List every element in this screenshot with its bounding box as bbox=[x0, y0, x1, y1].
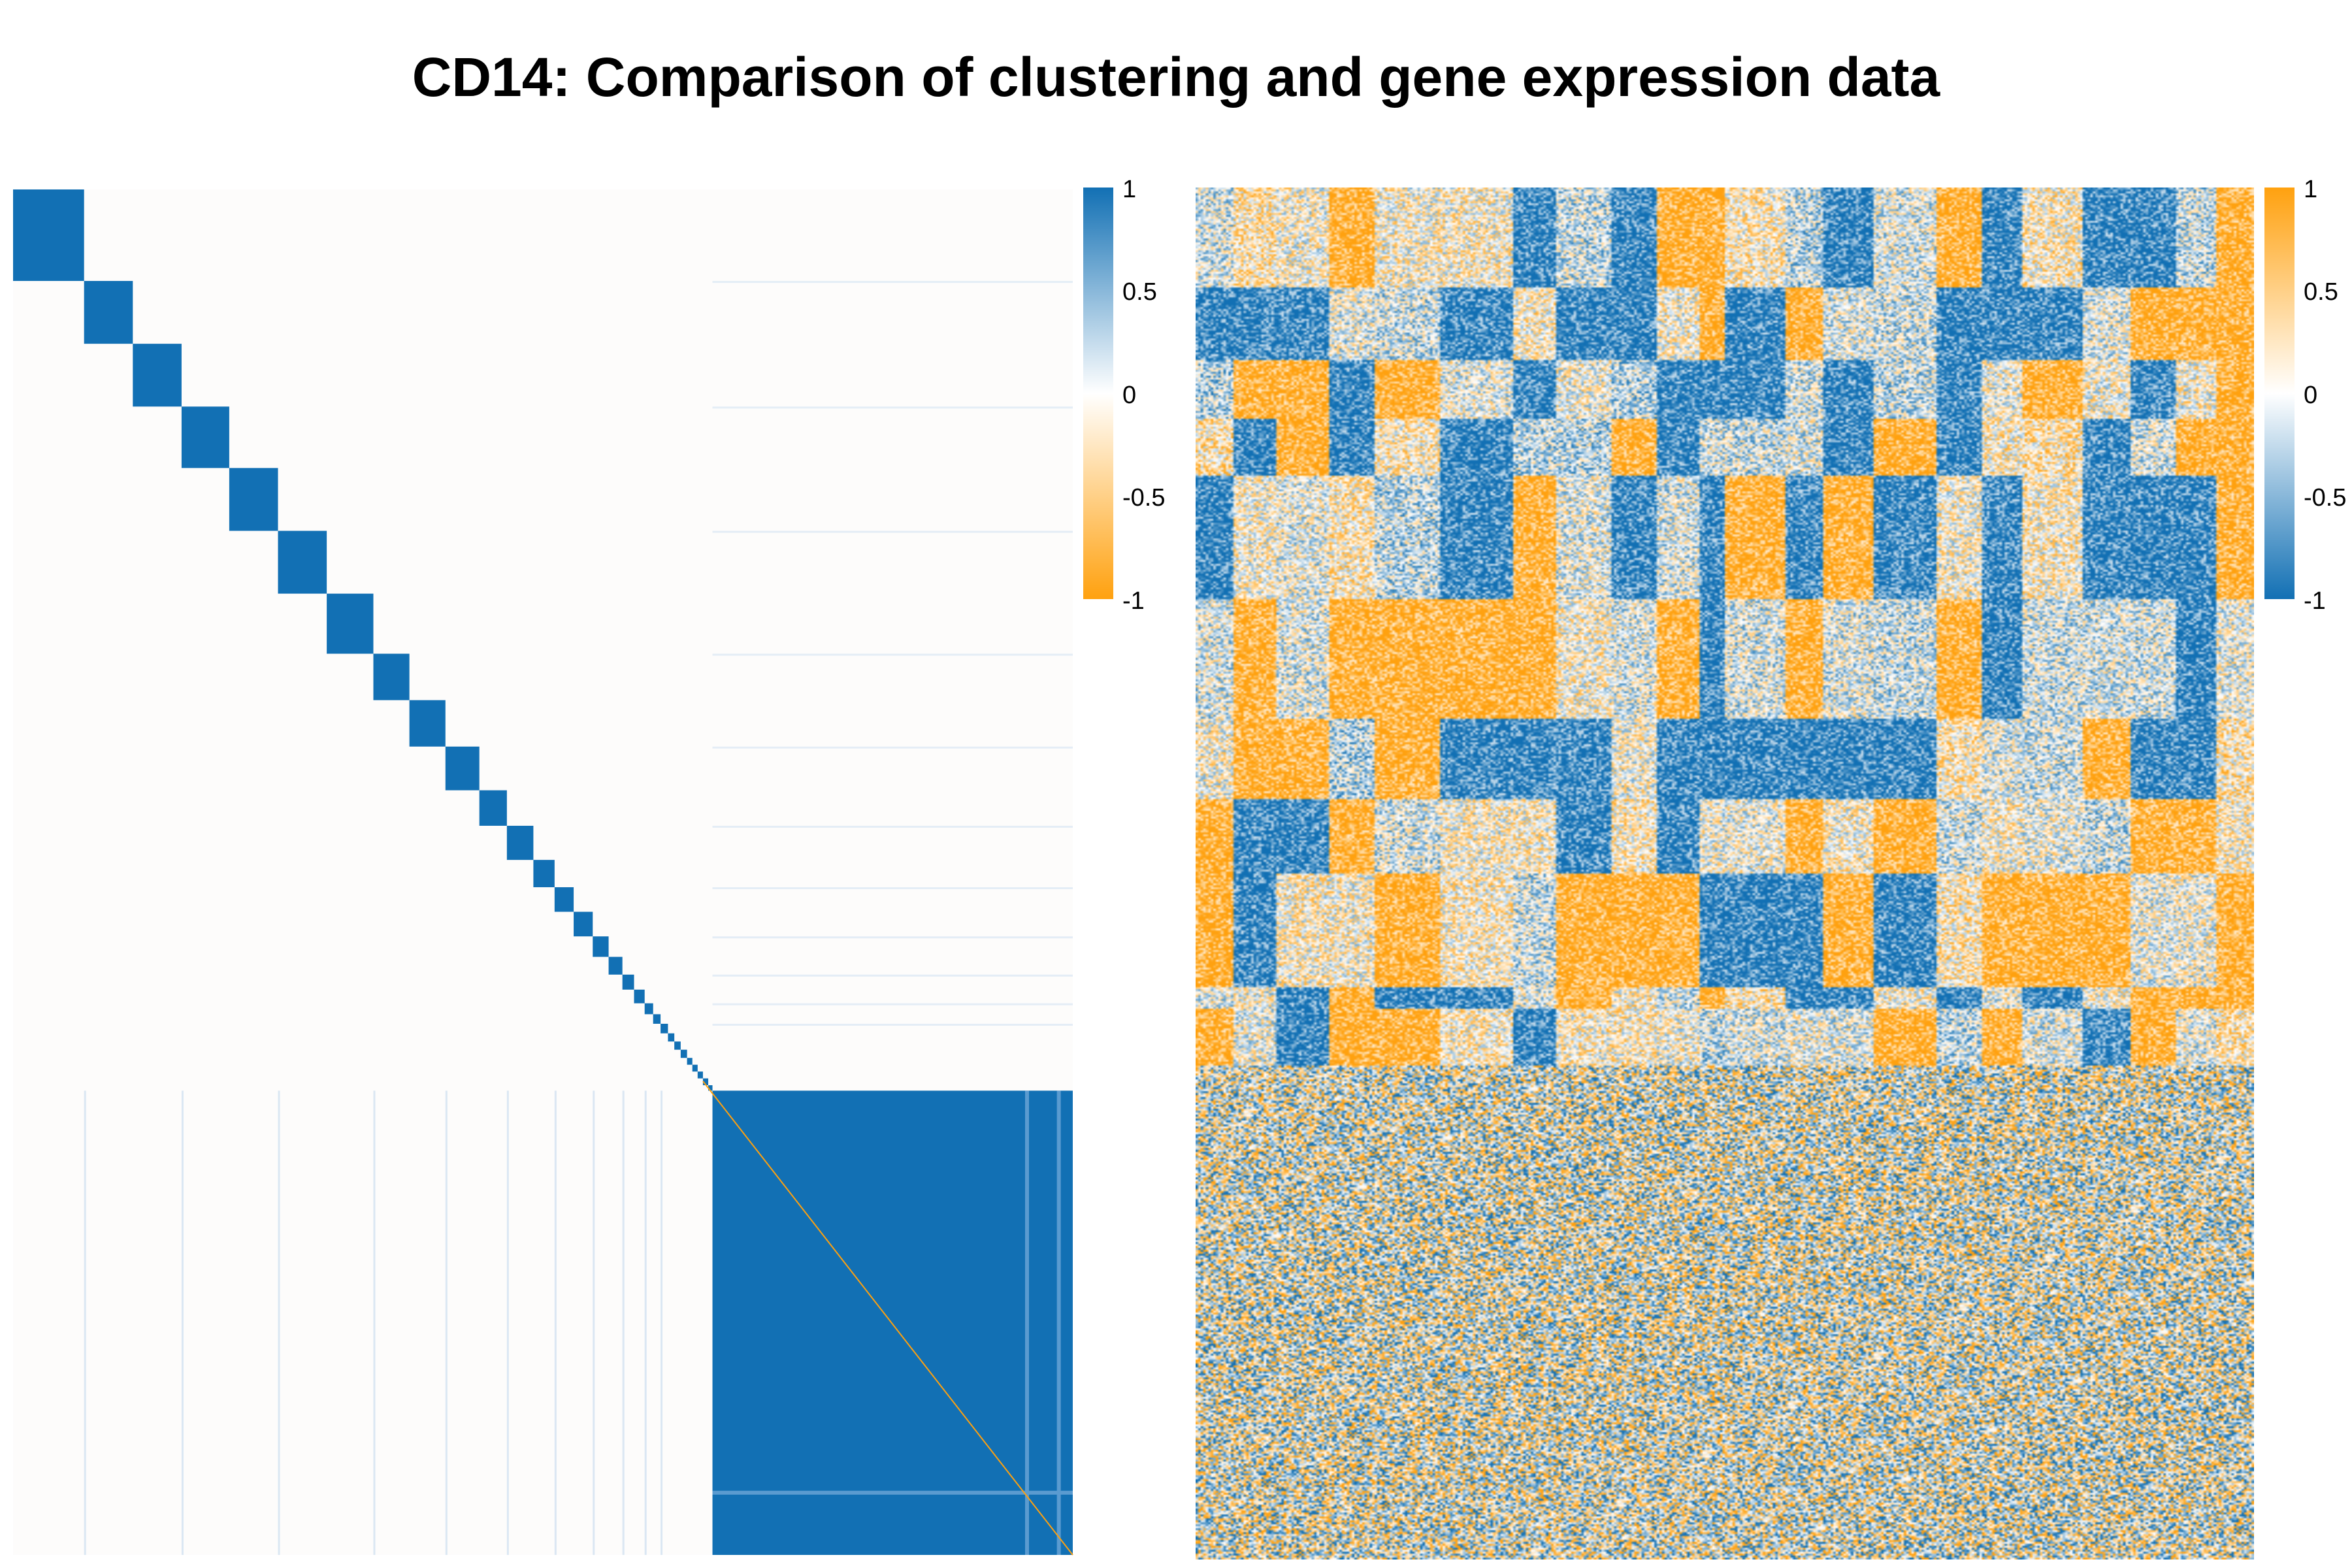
cluster-block bbox=[634, 989, 645, 1004]
expression-colorbar-tick: 1 bbox=[2304, 176, 2317, 203]
clustering-faint-line bbox=[712, 887, 1073, 889]
cluster-block bbox=[278, 531, 327, 594]
clustering-faint-line bbox=[506, 1090, 509, 1555]
clustering-faint-line bbox=[712, 1003, 1073, 1005]
clustering-faint-line bbox=[554, 1090, 557, 1555]
cluster-block bbox=[680, 1049, 687, 1058]
clustering-colorbar-tick: -0.5 bbox=[1122, 484, 1165, 512]
clustering-colorbar: 1 0.5 0 -0.5 -1 bbox=[1083, 176, 1165, 615]
clustering-faint-line bbox=[661, 1090, 663, 1555]
cluster-block-band bbox=[1056, 1090, 1061, 1555]
expression-colorbar-gradient bbox=[2264, 188, 2295, 599]
clustering-colorbar-tick: 0.5 bbox=[1122, 278, 1157, 306]
cluster-block bbox=[661, 1023, 668, 1034]
cluster-block bbox=[702, 1078, 709, 1086]
clustering-faint-line bbox=[712, 936, 1073, 939]
clustering-faint-lines bbox=[84, 281, 1073, 1555]
chart-title: CD14: Comparison of clustering and gene … bbox=[412, 46, 1940, 108]
clustering-diagonal-line bbox=[702, 1081, 1073, 1556]
clustering-faint-line bbox=[712, 1023, 1073, 1026]
expression-heatmap-image bbox=[1196, 188, 2254, 1560]
expression-colorbar-tick: -0.5 bbox=[2304, 484, 2346, 512]
clustering-colorbar-tick: -1 bbox=[1122, 587, 1145, 615]
clustering-colorbar-gradient bbox=[1083, 188, 1113, 599]
clustering-faint-line bbox=[712, 746, 1073, 749]
clustering-heatmap bbox=[13, 189, 1073, 1556]
cluster-block bbox=[229, 468, 278, 531]
cluster-block bbox=[708, 1085, 713, 1091]
cluster-block-band bbox=[1025, 1090, 1030, 1555]
clustering-faint-line bbox=[593, 1090, 595, 1555]
cluster-block bbox=[653, 1014, 661, 1024]
clustering-faint-line bbox=[712, 281, 1073, 284]
expression-colorbar-tick: 0 bbox=[2304, 382, 2317, 409]
cluster-block bbox=[593, 936, 609, 957]
clustering-faint-line bbox=[644, 1090, 647, 1555]
clustering-faint-line bbox=[445, 1090, 448, 1555]
clustering-faint-line bbox=[278, 1090, 280, 1555]
clustering-faint-line bbox=[712, 406, 1073, 409]
cluster-block bbox=[697, 1071, 703, 1079]
cluster-block bbox=[668, 1033, 675, 1042]
cluster-block bbox=[687, 1058, 693, 1065]
expression-colorbar-tick: 0.5 bbox=[2304, 278, 2338, 306]
clustering-diagonal-blocks bbox=[13, 189, 1073, 1555]
cluster-block bbox=[574, 911, 593, 937]
cluster-block bbox=[327, 593, 374, 654]
cluster-block bbox=[133, 344, 182, 407]
expression-heatmap bbox=[1196, 188, 2254, 1560]
cluster-block bbox=[608, 956, 623, 975]
clustering-faint-line bbox=[181, 1090, 184, 1555]
cluster-block bbox=[445, 746, 480, 791]
clustering-colorbar-tick: 0 bbox=[1122, 382, 1136, 409]
clustering-colorbar-tick: 1 bbox=[1122, 176, 1136, 203]
expression-colorbar-tick: -1 bbox=[2304, 587, 2326, 615]
clustering-faint-line bbox=[712, 825, 1073, 828]
cluster-block bbox=[644, 1003, 653, 1015]
expression-colorbar: 1 0.5 0 -0.5 -1 bbox=[2264, 176, 2346, 615]
clustering-faint-line bbox=[712, 531, 1073, 533]
clustering-faint-line bbox=[712, 974, 1073, 977]
cluster-block bbox=[181, 406, 229, 468]
cluster-block bbox=[373, 653, 410, 700]
cluster-block bbox=[506, 825, 534, 860]
cluster-block bbox=[13, 189, 84, 282]
clustering-faint-line bbox=[712, 653, 1073, 656]
clustering-faint-line bbox=[84, 1090, 86, 1555]
cluster-block bbox=[554, 887, 574, 912]
cluster-block-band bbox=[712, 1490, 1073, 1495]
cluster-block bbox=[84, 281, 133, 344]
cluster-block bbox=[479, 790, 507, 826]
cluster-block bbox=[533, 860, 555, 887]
cluster-block bbox=[409, 700, 446, 747]
clustering-faint-line bbox=[373, 1090, 376, 1555]
cluster-block bbox=[674, 1041, 681, 1050]
cluster-block bbox=[622, 974, 634, 990]
clustering-faint-line bbox=[622, 1090, 625, 1555]
cluster-block bbox=[692, 1064, 698, 1072]
